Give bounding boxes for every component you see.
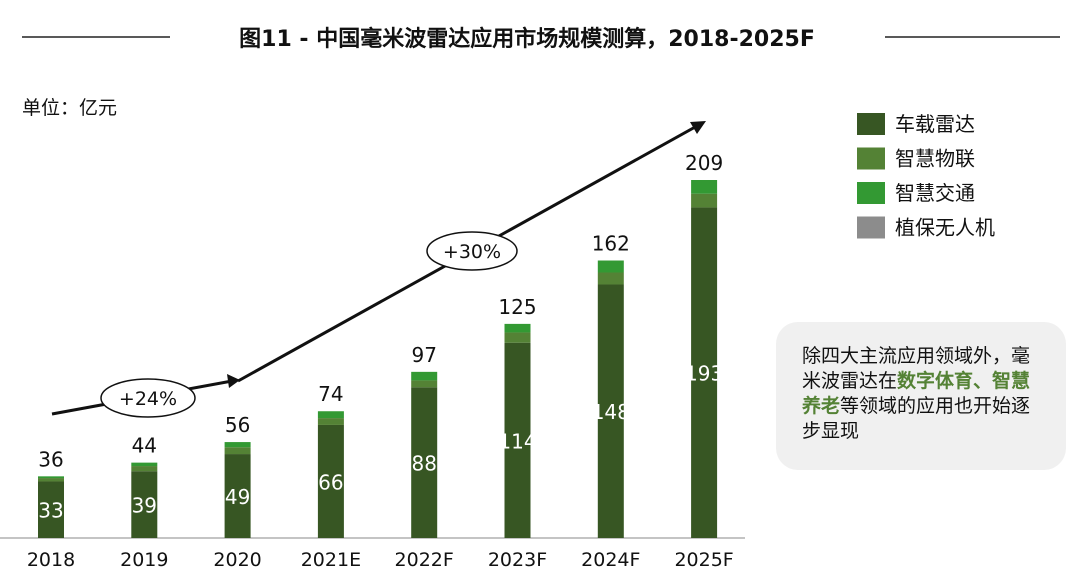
x-tick-label: 2023F (488, 549, 547, 571)
bar-segment (38, 478, 64, 482)
arrow-head (690, 121, 706, 134)
value-label: 39 (132, 494, 157, 518)
total-label: 56 (225, 413, 250, 437)
total-label: 209 (685, 151, 723, 175)
bar-segment (597, 272, 624, 285)
total-label: 125 (498, 295, 536, 319)
bar-segment (411, 380, 438, 388)
bar-segment (597, 284, 624, 538)
x-tick-label: 2025F (674, 549, 733, 571)
x-tick-label: 2024F (581, 549, 640, 571)
bar-segment (224, 447, 251, 455)
total-label: 162 (592, 232, 630, 256)
bar-segment (317, 418, 344, 425)
legend-swatch (857, 147, 885, 170)
bar-segment (38, 481, 64, 538)
value-label: 33 (38, 499, 63, 523)
bar-segment (691, 207, 718, 539)
bar-segment (131, 471, 158, 538)
bar-segment (691, 193, 718, 208)
bar-segment (504, 342, 531, 538)
bar-segment (131, 466, 158, 472)
legend-label: 车载雷达 (895, 112, 975, 136)
callout-text: 除四大主流应用领域外，毫米波雷达在 (802, 345, 1031, 392)
callout: 除四大主流应用领域外，毫米波雷达在数字体育、智慧养老等领域的应用也开始逐步显现 (776, 322, 1066, 470)
total-label: 74 (318, 382, 343, 406)
bar-segment (411, 371, 438, 381)
value-label: 114 (498, 429, 536, 453)
value-label: 193 (685, 362, 723, 386)
legend-label: 智慧交通 (895, 181, 975, 205)
bar-segment (131, 462, 158, 467)
value-label: 148 (592, 400, 630, 424)
x-tick-label: 2022F (395, 549, 454, 571)
bar-segment (224, 454, 251, 538)
callout-text: 等领域的应用也开始逐步显现 (802, 395, 1031, 442)
bar-segment (691, 180, 718, 194)
chart-title: 图11 - 中国毫米波雷达应用市场规模测算，2018-2025F (239, 26, 815, 52)
bar-segment (224, 442, 251, 448)
x-tick-label: 2021E (301, 549, 361, 571)
bar-segment (411, 387, 438, 538)
arrow-head (227, 374, 240, 388)
legend-label: 智慧物联 (895, 147, 975, 171)
value-label: 88 (411, 452, 436, 476)
growth-label: +30% (443, 241, 501, 263)
bar-segment (38, 476, 64, 479)
x-tick-label: 2020 (213, 549, 261, 571)
legend-swatch (857, 182, 885, 204)
x-tick-label: 2018 (27, 549, 75, 571)
growth-bubble (426, 231, 518, 271)
total-label: 36 (38, 447, 63, 471)
value-label: 49 (225, 485, 250, 509)
legend-swatch (857, 216, 885, 239)
value-label: 66 (318, 470, 343, 494)
callout-highlight: 数字体育、智慧养老 (802, 370, 1031, 417)
bar-segment (317, 424, 344, 538)
bar-segment (504, 323, 531, 333)
unit-label: 单位：亿元 (22, 97, 117, 119)
legend-swatch (857, 113, 885, 135)
total-label: 97 (411, 343, 436, 367)
bar-segment (317, 411, 344, 419)
total-label: 44 (132, 434, 157, 458)
bar-segment (597, 260, 624, 273)
growth-label: +24% (119, 388, 177, 410)
x-tick-label: 2019 (120, 549, 168, 571)
bar-segment (504, 332, 531, 343)
legend-label: 植保无人机 (895, 216, 995, 240)
growth-bubble (100, 378, 196, 418)
